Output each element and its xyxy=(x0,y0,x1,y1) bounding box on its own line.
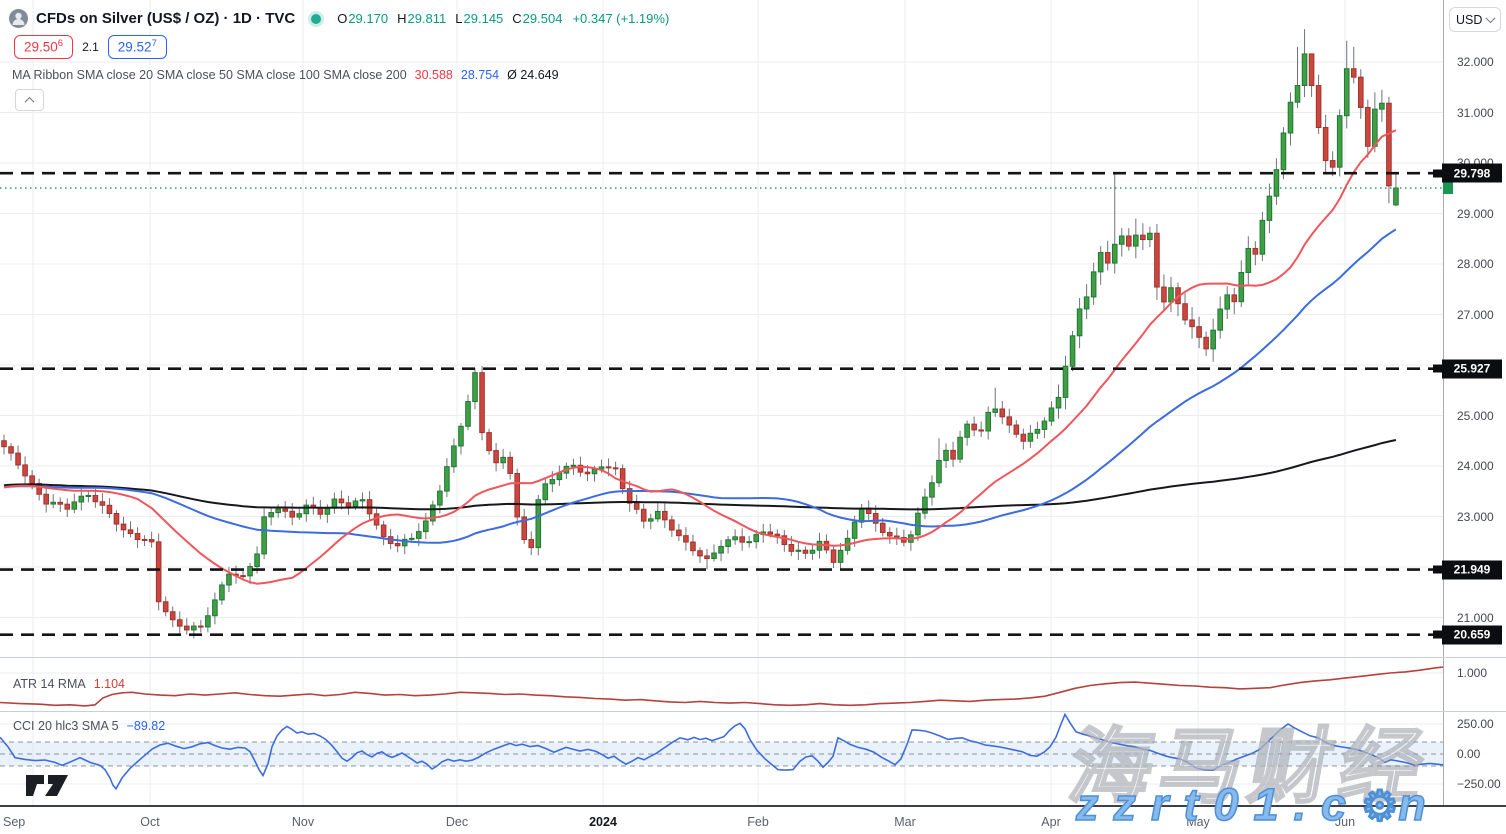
chevron-up-icon xyxy=(24,96,35,107)
level-badge-nub xyxy=(1433,565,1442,574)
ma-ribbon-legend[interactable]: MA Ribbon SMA close 20 SMA close 50 SMA … xyxy=(12,68,559,82)
price-tick: 32.000 xyxy=(1457,55,1494,69)
sma50-line xyxy=(3,228,1397,544)
quote-buttons: 29.506 2.1 29.527 xyxy=(14,35,167,59)
buy-price-button[interactable]: 29.527 xyxy=(107,35,167,59)
candles-layer xyxy=(1,29,1399,639)
chart-plot-area[interactable] xyxy=(0,0,1443,805)
change-value: +0.347 (+1.19%) xyxy=(572,11,670,26)
market-status-icon[interactable] xyxy=(311,13,322,24)
sell-price: 29.50 xyxy=(24,39,58,55)
price-tick: 29.000 xyxy=(1457,206,1494,221)
ma-ribbon-label: MA Ribbon SMA close 20 SMA close 50 SMA … xyxy=(12,68,407,82)
price-axis[interactable]: USD 32.00031.00030.00029.00028.00027.000… xyxy=(1433,0,1506,805)
pane-separator-cci[interactable] xyxy=(0,711,1506,712)
ohlc-key: L xyxy=(455,11,463,26)
atr-line xyxy=(0,666,1443,707)
currency-selector-button[interactable]: USD xyxy=(1449,7,1501,32)
price-tick: 25.000 xyxy=(1457,408,1494,423)
sell-price-sup: 6 xyxy=(57,38,64,49)
level-badge-nub xyxy=(1433,630,1442,639)
atr-legend[interactable]: ATR 14 RMA 1.104 xyxy=(13,677,125,691)
time-tick-dec: Dec xyxy=(445,814,469,829)
buy-price: 29.52 xyxy=(117,39,152,55)
cci-value: −89.82 xyxy=(126,719,166,733)
time-tick-oct: Oct xyxy=(140,814,160,829)
ma-value-sma20: 30.588 xyxy=(414,68,453,82)
sell-price-button[interactable]: 29.506 xyxy=(14,35,74,59)
sma200-line xyxy=(3,439,1397,511)
ohlc-value: 29.504 xyxy=(522,11,563,26)
cci-legend[interactable]: CCI 20 hlc3 SMA 5 −89.82 xyxy=(13,719,165,733)
ohlc-key: O xyxy=(337,11,348,26)
atr-tick: 1.000 xyxy=(1457,666,1488,680)
time-tick-nov: Nov xyxy=(291,814,315,829)
level-badge-nub xyxy=(1433,364,1442,373)
price-tick: 21.000 xyxy=(1457,610,1494,625)
time-tick-jun: Jun xyxy=(1334,814,1356,829)
symbol-header: CFDs on Silver (US$ / OZ) · 1D · TVC O 29… xyxy=(9,9,669,28)
collapse-legend-button[interactable] xyxy=(15,89,44,111)
cci-label: CCI 20 hlc3 SMA 5 xyxy=(13,719,119,733)
ohlc-item-o: O 29.170 xyxy=(337,11,388,26)
symbol-title[interactable]: CFDs on Silver (US$ / OZ) · 1D · TVC xyxy=(36,10,296,27)
time-tick-feb: Feb xyxy=(747,814,769,829)
tradingview-logo[interactable] xyxy=(24,773,78,799)
ohlc-key: H xyxy=(397,11,407,26)
price-tick: 23.000 xyxy=(1457,509,1494,524)
price-tick: 27.000 xyxy=(1457,307,1494,322)
level-price-badge: 29.798 xyxy=(1433,163,1502,183)
ma-value-average: Ø 24.649 xyxy=(507,68,559,82)
price-tick: 24.000 xyxy=(1457,459,1494,473)
ohlc-item-h: H 29.811 xyxy=(397,11,446,26)
ohlc-item-l: L 29.145 xyxy=(455,11,503,26)
cci-tick: 0.00 xyxy=(1457,747,1481,761)
cci-line xyxy=(0,712,1443,791)
ma-value-sma50: 28.754 xyxy=(460,68,500,82)
level-price-badge: 20.659 xyxy=(1433,625,1502,645)
spread-value: 2.1 xyxy=(82,39,99,54)
time-tick-mar: Mar xyxy=(894,814,916,829)
cci-tick: −250.00 xyxy=(1457,777,1501,791)
time-axis[interactable]: Sep Oct Nov Dec 2024 Feb Mar Apr May Jun xyxy=(0,805,1506,834)
ohlc-item-c: C 29.504 xyxy=(512,11,562,26)
time-tick-2024: 2024 xyxy=(589,814,617,829)
level-price-badge: 25.927 xyxy=(1433,359,1502,379)
level-price-badge: 21.949 xyxy=(1433,560,1502,580)
cci-tick: 250.00 xyxy=(1457,717,1494,731)
time-tick-sep: Sep xyxy=(3,814,26,829)
ohlc-value: 29.145 xyxy=(463,11,504,26)
ohlc-key: C xyxy=(512,11,522,26)
last-price-axis-marker xyxy=(1443,182,1453,195)
ohlc-value: 29.811 xyxy=(407,11,447,26)
atr-value: 1.104 xyxy=(93,677,125,691)
atr-label: ATR 14 RMA xyxy=(13,677,86,691)
price-tick: 31.000 xyxy=(1457,105,1494,120)
currency-label: USD xyxy=(1456,12,1483,27)
time-tick-may: May xyxy=(1186,814,1210,829)
price-tick: 28.000 xyxy=(1457,257,1494,271)
ohlc-values: O 29.170 H 29.811 L 29.145 C 29.504 xyxy=(337,11,562,26)
pane-separator-atr[interactable] xyxy=(0,657,1506,658)
level-badge-nub xyxy=(1433,169,1442,178)
ma-ribbon-layer xyxy=(3,129,1397,585)
sma20-line xyxy=(3,129,1397,585)
instrument-avatar xyxy=(9,9,28,28)
chevron-down-icon xyxy=(1485,13,1496,23)
time-tick-apr: Apr xyxy=(1041,814,1061,829)
ohlc-value: 29.170 xyxy=(348,11,389,26)
buy-price-sup: 7 xyxy=(151,38,157,49)
